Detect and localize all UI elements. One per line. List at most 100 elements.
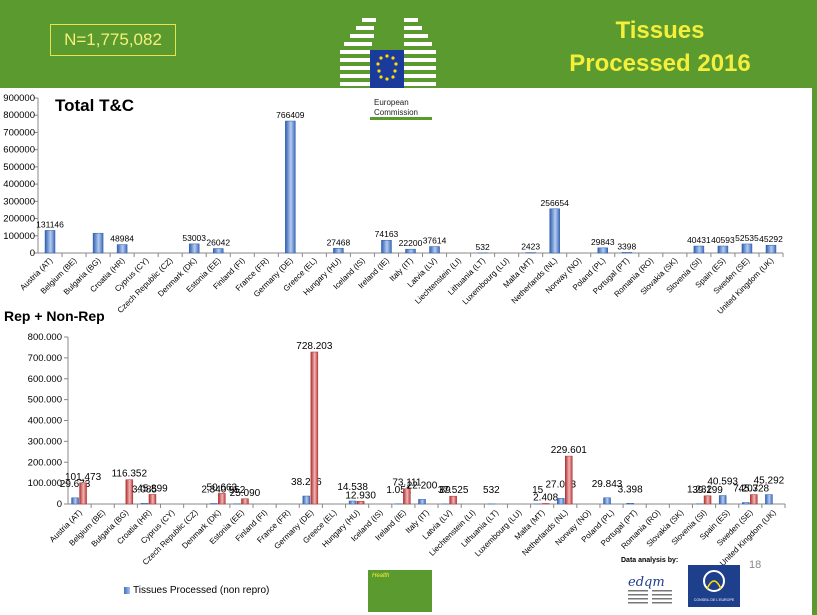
coe-text: CONSEIL DE L'EUROPE [694,598,735,602]
chart2-bar [310,351,319,505]
chart2-bar [703,495,712,505]
chart1-title: Total T&C [55,96,135,115]
chart2-bar [302,495,311,505]
chart2-data-label: 728.203 [296,341,333,352]
chart1-data-label: 532 [476,242,490,252]
chart2-data-label: 2.340 [201,485,226,496]
chart1-data-label: 766409 [276,110,305,120]
chart1-data-label: 22200 [399,238,423,248]
chart2-data-label: 40.593 [707,477,738,488]
chart2-data-label: 22.200 [407,480,438,491]
chart2-data-label: 73.111 [392,478,422,489]
chart1-y-tick-label: 700000 [3,127,35,138]
chart2-data-label: 3.085 [132,484,157,495]
chart1-bar [92,232,104,254]
chart2-data-label: 952 [229,485,246,496]
chart2-bar [449,495,457,505]
legend-swatch [124,586,130,594]
logo-caption-line-1: European [374,98,409,107]
chart1-data-label: 40593 [711,235,735,245]
chart2-y-tick-label: 300.000 [28,436,62,447]
chart2-data-label: 45.899 [137,483,168,494]
chart2-bar [750,494,758,505]
page-number: 18 [749,559,762,571]
chart1-data-label: 53003 [182,233,206,243]
chart2-y-tick-label: 0 [57,499,62,510]
chart2-data-label: 229.601 [551,445,588,456]
chart2-bar [403,488,411,505]
council-of-europe-logo: CONSEIL DE L'EUROPE [688,565,740,607]
chart1-y-tick-label: 800000 [3,110,35,121]
chart1-bar [405,248,416,254]
chart2-bar [125,479,134,505]
chart2-bar [71,497,79,505]
chart2-bar [140,503,149,505]
chart1-bar [549,208,560,254]
chart1-bar [44,230,56,254]
page-title: Tissues Processed 2016 [560,14,760,80]
chart1-data-label: 45292 [759,234,783,244]
logo-caption: European Commission [374,98,418,118]
chart1-bar [212,248,224,254]
chart2-bar [718,495,727,505]
chart2-data-label: 37.525 [438,485,469,496]
chart1-data-label: 29843 [591,237,615,247]
chart1-bar [333,248,344,254]
chart2-data-label: 101.473 [65,472,102,483]
chart2-data-label: 15 [532,485,544,496]
chart1-data-label: 74163 [375,229,399,239]
chart2-bar [742,502,750,505]
chart1-data-label: 2423 [521,242,540,252]
chart2-data-label: 116.352 [112,469,148,480]
edqm-logo-text: edqm [628,575,665,590]
chart2-data-label: 45.328 [739,484,770,495]
chart2-bar [148,494,157,505]
chart1-data-label: 3398 [617,241,636,251]
chart1-y-tick-label: 600000 [3,145,35,156]
chart1-y-tick-label: 100000 [3,231,35,242]
chart2-bar [218,493,226,505]
total-tc-chart: 0 100000 200000 300000 400000 500000 600000 700… [3,93,784,316]
chart2-data-label: 38.206 [291,477,322,488]
chart2-bar [557,498,565,505]
chart1-bar [429,246,440,254]
chart2-bar [765,494,773,505]
chart2-data-label: 39.199 [692,485,723,496]
chart2-data-label: 1.232 [687,485,712,496]
chart1-y-tick-label: 400000 [3,179,35,190]
chart2-data-label: 7.207 [733,483,758,494]
chart2-y-tick-label: 700.000 [28,353,62,364]
chart1-bar [116,244,128,254]
chart2-bar [79,482,87,505]
chart1-data-label: 26042 [206,238,230,248]
chart2-y-tick-label: 400.000 [28,416,62,427]
chart2-bar [565,455,573,505]
chart1-bar [765,244,777,254]
chart1-y-tick-label: 500000 [3,162,35,173]
chart1-bar [717,245,729,254]
chart2-bar [356,501,365,505]
chart1-bar [621,252,633,254]
logo-underline [370,117,432,120]
total-n-box: N=1,775,082 [50,24,176,56]
edqm-logo: edqm [628,575,672,604]
chart1-bar [381,239,392,254]
chart1-y-tick-label: 200000 [3,214,35,225]
chart2-bar [348,500,357,505]
legend-label: Tissues Processed (non repro) [133,585,270,596]
chart2-data-label: 89 [440,485,452,496]
title-line-1: Tissues [615,17,705,44]
title-line-2: Processed 2016 [569,50,751,77]
chart1-y-tick-label: 0 [30,248,35,259]
health-logo-box: Health [368,570,432,612]
chart2-data-label: 27.053 [545,479,576,490]
chart2-data-label: 29.673 [60,479,91,490]
legend: Tissues Processed (non repro) [124,585,269,596]
chart1-data-label: 37614 [423,236,447,246]
chart2-y-tick-label: 800.000 [28,332,62,343]
chart2-y-tick-label: 500.000 [28,395,62,406]
chart2-y-tick-label: 600.000 [28,374,62,385]
chart2-bar [603,497,611,505]
logo-caption-line-2: Commission [374,108,419,117]
chart1-bar [285,120,296,254]
